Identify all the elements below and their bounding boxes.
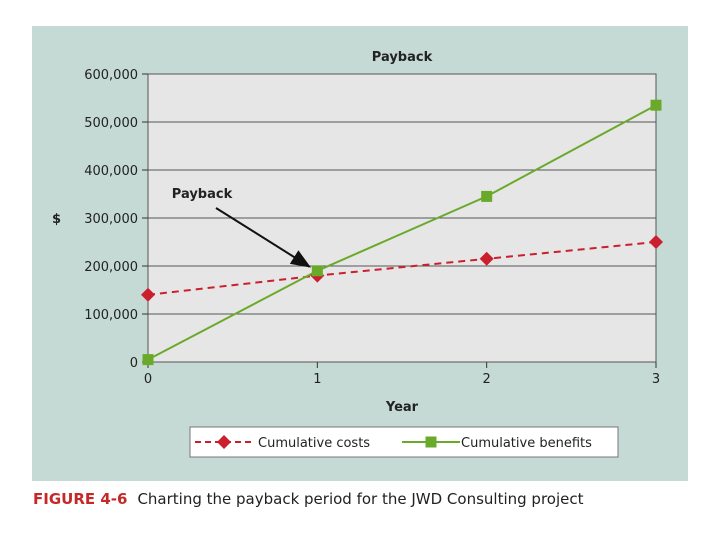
cumulative-costs-line (147, 241, 657, 296)
y-axis-label: $ (52, 212, 61, 227)
cumulative-costs-point (649, 235, 663, 249)
y-tick-label: 100,000 (84, 308, 138, 323)
x-tick-label: 3 (652, 372, 660, 387)
y-tick-label: 0 (130, 356, 138, 371)
legend: Cumulative costs Cumulative benefits (189, 426, 619, 458)
figure-label: FIGURE 4-6 (33, 490, 128, 508)
y-tick-label: 600,000 (84, 68, 138, 83)
cumulative-benefits-point (311, 265, 323, 277)
chart-panel: 0 100,000 200,000 300,000 400,000 500,000 600,… (32, 26, 688, 481)
legend-cumulative-benefits-label: Cumulative benefits (461, 436, 592, 451)
legend-cumulative-costs-label: Cumulative costs (258, 436, 370, 451)
cumulative-costs-point (479, 251, 494, 266)
y-tick-label: 500,000 (84, 116, 138, 131)
chart-title: Payback (372, 50, 433, 65)
cumulative-benefits-point (650, 99, 662, 111)
payback-annotation: Payback (172, 187, 233, 202)
x-tick-label: 2 (483, 372, 491, 387)
x-tick-label: 1 (313, 372, 321, 387)
cumulative-costs-point (141, 287, 155, 302)
payback-chart: 0 100,000 200,000 300,000 400,000 500,000 600,… (52, 50, 663, 458)
y-tick-label: 400,000 (84, 164, 138, 179)
y-tick-label: 300,000 (84, 212, 138, 227)
caption-text: Charting the payback period for the JWD … (137, 490, 584, 508)
x-axis-label: Year (385, 400, 419, 415)
cumulative-benefits-point (142, 354, 154, 366)
legend-cumulative-costs-marker (217, 435, 231, 449)
cumulative-benefits-point (481, 190, 493, 202)
cumulative-benefits-line (147, 104, 657, 361)
y-tick-label: 200,000 (84, 260, 138, 275)
annotation-arrow (215, 207, 312, 268)
legend-cumulative-benefits-marker (425, 436, 437, 448)
figure-caption: FIGURE 4-6 Charting the payback period fo… (33, 490, 583, 508)
x-tick-label: 0 (144, 372, 152, 387)
